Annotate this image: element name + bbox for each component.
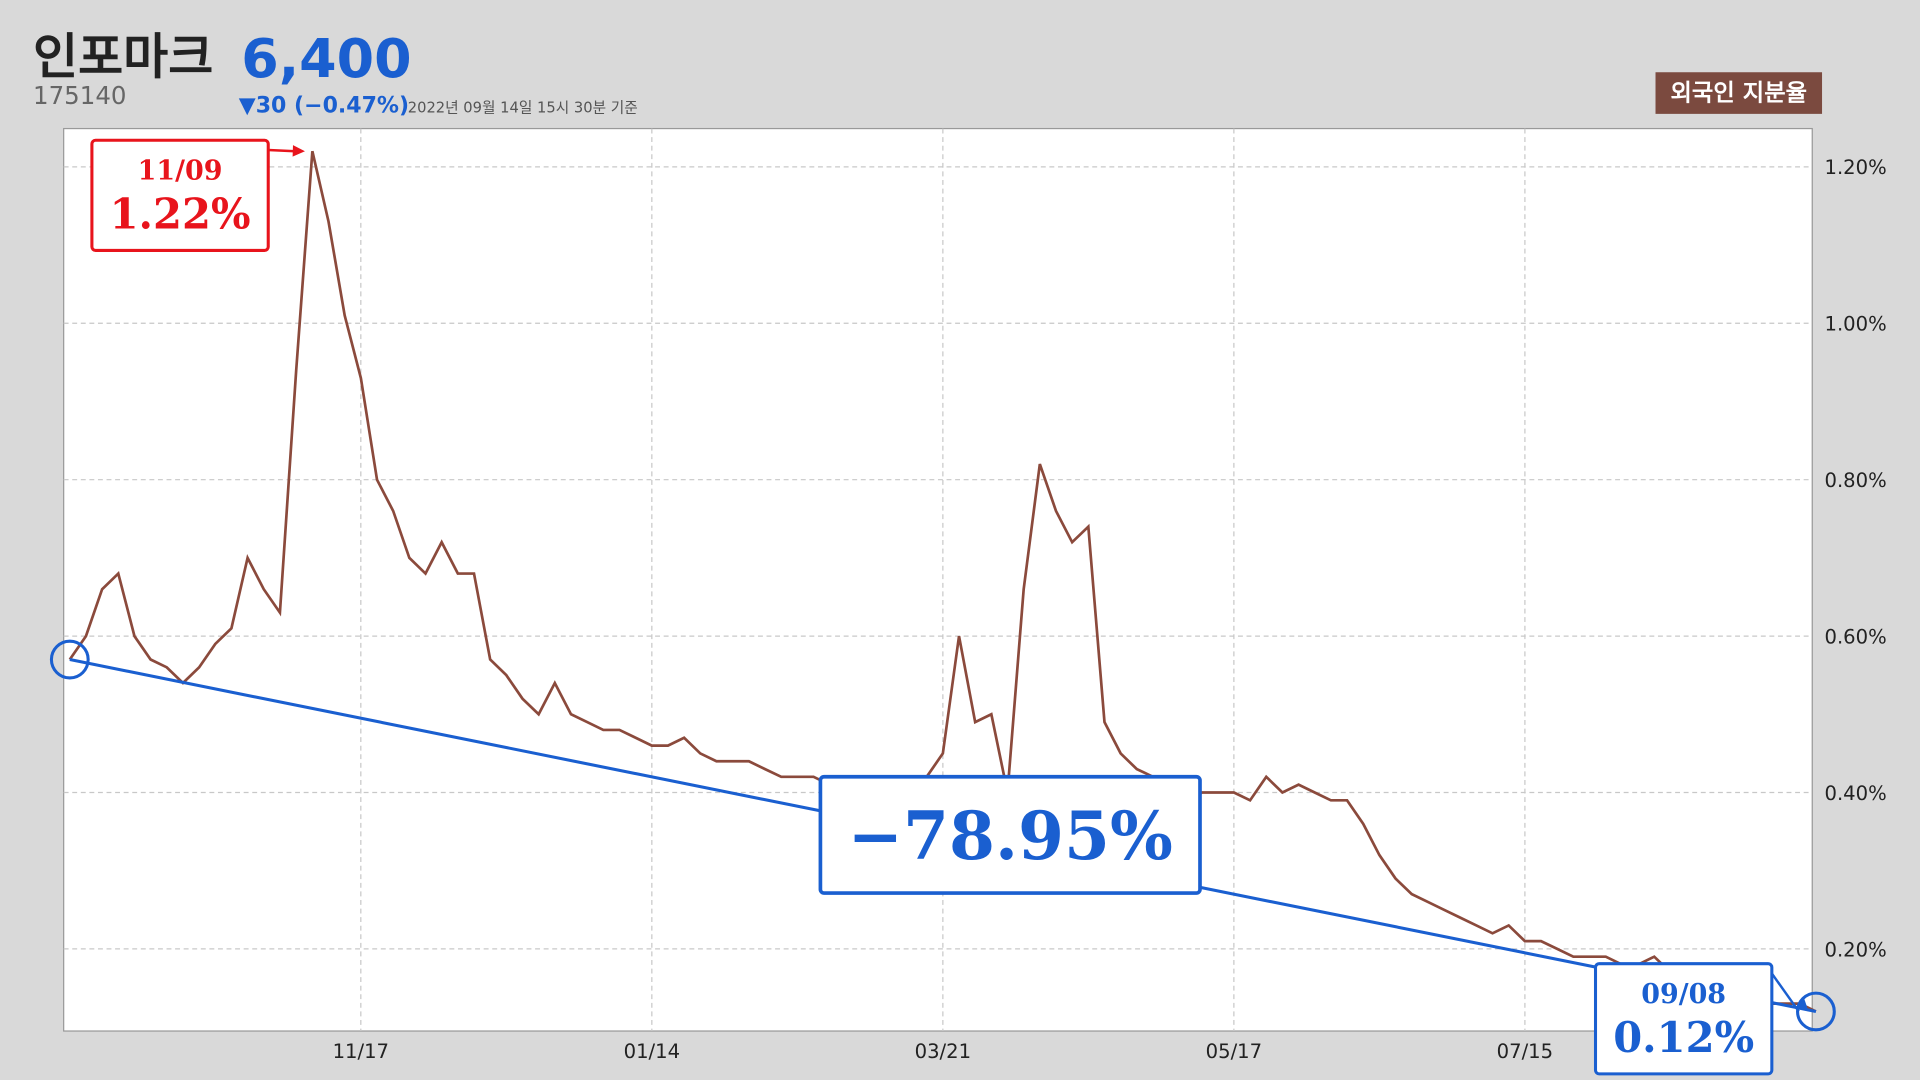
legend-badge: [1655, 72, 1823, 114]
annotation-value: 0.12%: [1613, 1013, 1754, 1062]
annotation-arrow: [1770, 972, 1800, 1013]
legend-label: 외국인 지분율: [1671, 79, 1807, 106]
price-change: ▼30 (−0.47%): [239, 94, 409, 119]
annotation-box: [90, 138, 270, 252]
data-line: [68, 150, 1817, 1013]
x-tick-label: 05/17: [1206, 1040, 1262, 1063]
x-tick-label: 07/15: [1497, 1040, 1553, 1063]
plot-area: [63, 127, 1813, 1032]
x-tick-label: 03/21: [915, 1040, 971, 1063]
y-tick-label: 0.20%: [1824, 938, 1886, 961]
y-tick-label: 0.40%: [1824, 782, 1886, 805]
stock-name: 인포마크: [33, 28, 213, 85]
change-box: [818, 774, 1202, 895]
arrow-head: [292, 145, 305, 157]
annotation-value: 1.22%: [110, 189, 251, 238]
start-marker: [49, 639, 90, 680]
y-tick-label: 0.80%: [1824, 469, 1886, 492]
price: 6,400: [241, 27, 411, 90]
stock-code: 175140: [33, 81, 126, 110]
arrow-head: [1795, 998, 1809, 1012]
x-tick-label: 11/17: [333, 1040, 389, 1063]
annotation-date: 09/08: [1641, 979, 1726, 1010]
y-tick-label: 1.20%: [1824, 156, 1886, 179]
x-tick-label: 01/14: [624, 1040, 680, 1063]
y-tick-label: 1.00%: [1824, 313, 1886, 336]
annotation-box: [1593, 962, 1774, 1076]
annotation-arrow: [268, 148, 296, 153]
timestamp: 2022년 09월 14일 15시 30분 기준: [408, 100, 638, 117]
change-label: −78.95%: [848, 797, 1173, 875]
y-tick-label: 0.60%: [1824, 625, 1886, 648]
annotation-date: 11/09: [138, 155, 223, 186]
